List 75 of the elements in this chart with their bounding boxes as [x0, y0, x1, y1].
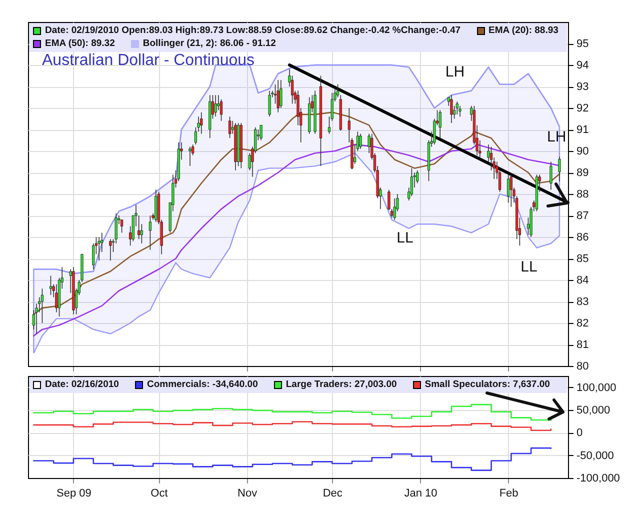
y-tick-label: 92 [576, 102, 589, 114]
y-tick-label: 50,000 [576, 404, 610, 416]
candlestick [456, 101, 458, 115]
candlestick [49, 275, 52, 296]
legend-label: Large Traders: 27,003.00 [286, 379, 397, 391]
y-tick-label: 100,000 [576, 382, 616, 394]
candlestick [120, 219, 124, 234]
annotation: LL [520, 258, 538, 276]
candlestick [260, 124, 262, 141]
x-tick-label: Dec [322, 488, 343, 500]
candlestick [410, 168, 413, 197]
y-tick-label: 81 [576, 339, 589, 351]
legend-label: EMA (50): 89.32 [45, 38, 115, 50]
candlestick [148, 215, 152, 250]
candlestick [274, 84, 277, 104]
x-tick-label: Jan 10 [404, 488, 438, 500]
candlestick [140, 224, 143, 244]
y-tick-label: 0 [576, 427, 583, 440]
x-tick-label: Feb [499, 488, 518, 500]
y-tick-label: 91 [576, 124, 589, 136]
legend-label: Bollinger (21, 2): 86.06 - 91.12 [142, 38, 276, 50]
y-tick-label: 95 [576, 38, 589, 50]
y-tick-label: 84 [576, 274, 589, 286]
y-tick-label: 86 [576, 232, 589, 244]
candlestick [154, 189, 158, 222]
candlestick [109, 238, 112, 262]
candlestick [550, 161, 552, 190]
candlestick [55, 284, 58, 313]
candlestick [217, 94, 220, 111]
y-tick-label: 87 [576, 210, 589, 222]
candlestick [228, 116, 232, 138]
candlestick [276, 80, 280, 113]
candlestick [220, 99, 223, 122]
y-tick-label: 88 [576, 188, 589, 200]
candlestick [188, 146, 192, 166]
candlestick [438, 110, 442, 138]
candlestick [458, 105, 462, 117]
candlestick [197, 116, 200, 132]
y-tick-label: -50,000 [576, 450, 614, 462]
y-tick-label: 83 [576, 296, 589, 308]
x-tick-label: Nov [238, 488, 258, 500]
y-tick-label: 82 [576, 318, 589, 330]
legend-title: Date: 02/16/2010 [45, 379, 119, 391]
legend-label: Commercials: -34,640.00 [146, 379, 258, 391]
y-tick-label: 89 [576, 167, 589, 179]
candlestick [507, 174, 510, 203]
candlestick [98, 236, 100, 262]
legend-label: Small Speculators: 7,637.00 [424, 379, 550, 391]
candlestick [510, 174, 512, 208]
candlestick [280, 80, 282, 108]
candlestick [194, 126, 197, 145]
candlestick [416, 170, 419, 184]
candlestick [40, 288, 44, 324]
candlestick [393, 198, 396, 220]
annotation: LL [396, 230, 414, 246]
y-tick-label: -100,000 [576, 472, 620, 484]
x-tick-label: Oct [150, 488, 168, 500]
candlestick [138, 215, 140, 240]
text: Australian Dollar - Continuous [42, 52, 255, 69]
legend-label: Date: 02/19/2010 Open:89.03 High:89.73 Low:88.59 Close:89.62 Change:-0.42 %Change:-0.47 [45, 25, 461, 37]
candlestick [450, 94, 453, 124]
y-tick-label: 80 [576, 360, 589, 372]
candlestick [558, 156, 561, 182]
annotation: LH [445, 64, 465, 80]
y-tick-label: 93 [576, 81, 589, 93]
y-tick-label: 90 [576, 146, 589, 158]
candlestick [200, 112, 203, 134]
legend-label: EMA (20): 88.93 [488, 25, 558, 37]
candlestick [214, 94, 217, 117]
y-tick-label: 85 [576, 253, 589, 265]
annotation: LH [547, 128, 566, 146]
candlestick [359, 133, 362, 150]
x-tick-label: Sep 09 [56, 488, 92, 500]
y-tick-label: 94 [576, 60, 589, 72]
candlestick [268, 90, 271, 117]
